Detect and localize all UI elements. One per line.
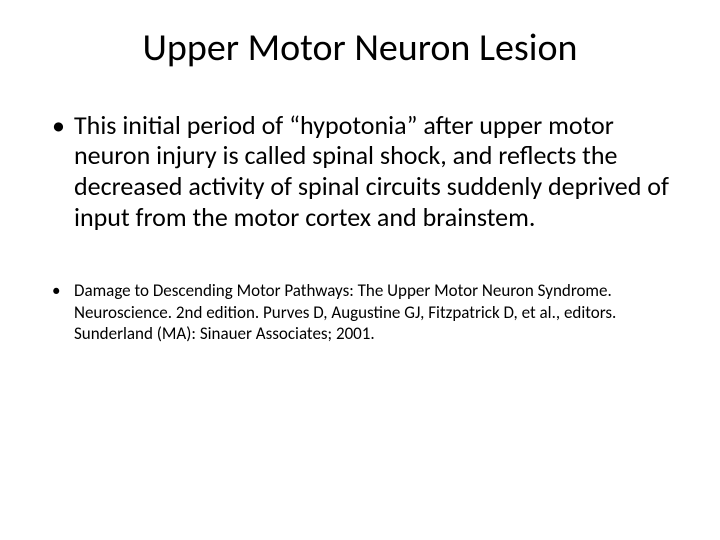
bullet-body: This initial period of “hypotonia” after… [48,110,672,233]
slide-title: Upper Motor Neuron Lesion [48,28,672,70]
bullet-reference: Damage to Descending Motor Pathways: The… [48,280,672,344]
slide: Upper Motor Neuron Lesion This initial p… [0,0,720,540]
bullet-list: This initial period of “hypotonia” after… [48,110,672,344]
